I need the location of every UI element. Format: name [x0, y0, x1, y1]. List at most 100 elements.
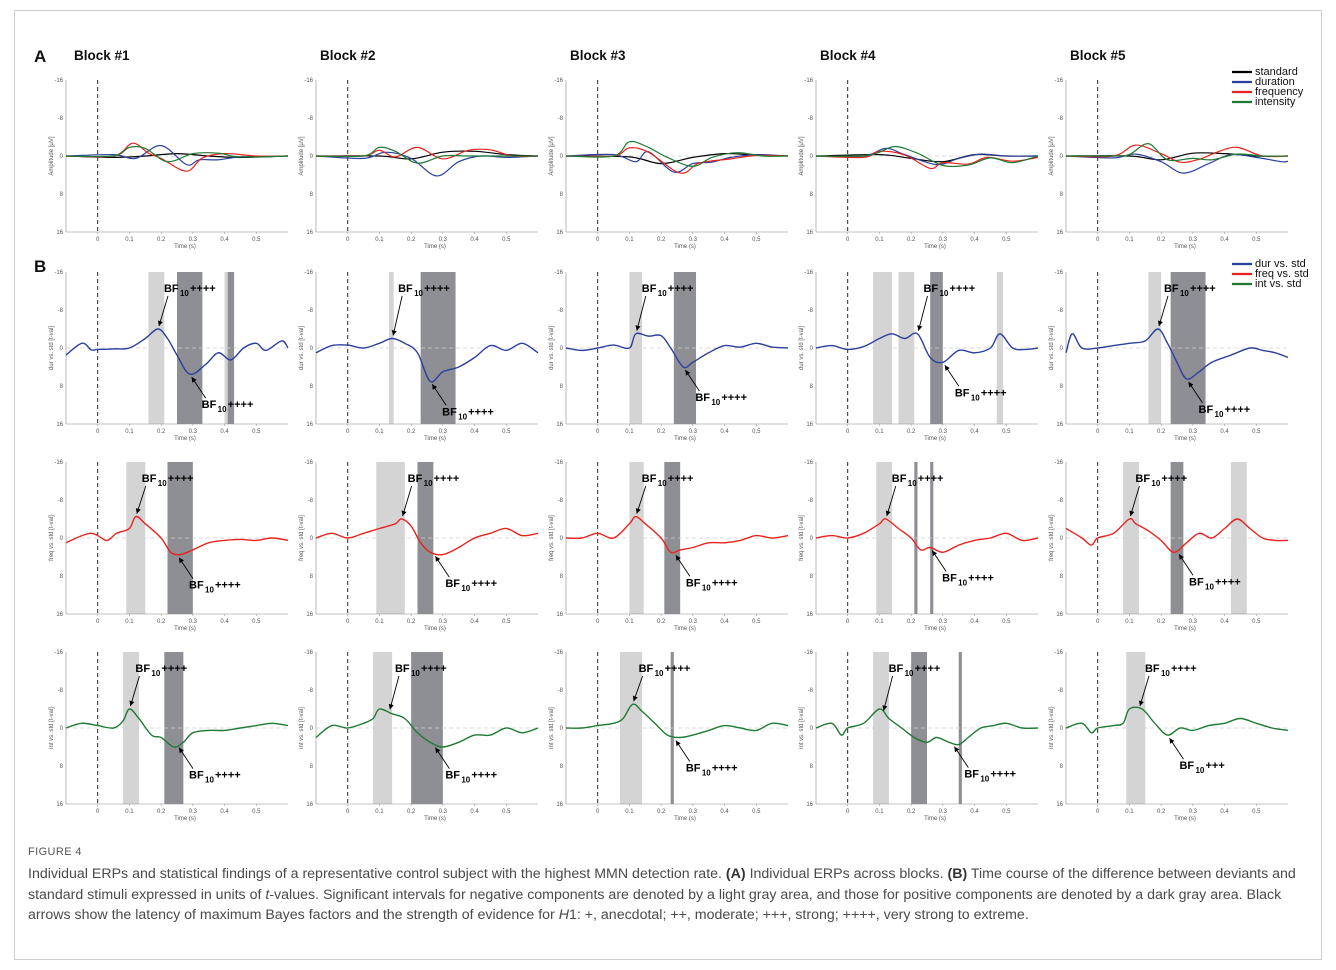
bf-subscript: 10	[908, 479, 917, 488]
series-line-int-vs-std	[65, 708, 289, 748]
bf-subscript: 10	[218, 405, 227, 414]
x-tick-label: 0	[596, 237, 600, 243]
bf-label: BF	[202, 399, 217, 411]
bf-subscript: 10	[711, 398, 720, 407]
series-line-frequency	[565, 147, 789, 174]
y-tick-label: -8	[558, 688, 564, 694]
x-axis-label: Time (s)	[924, 816, 946, 822]
y-tick-label: -16	[804, 78, 813, 84]
x-axis-label: Time (s)	[174, 244, 196, 250]
bf-label: BF	[135, 663, 150, 675]
bf-arrow-head	[1169, 738, 1175, 744]
y-tick-label: -16	[54, 78, 63, 84]
y-tick-label: 8	[60, 574, 64, 580]
x-tick-label: 0.4	[470, 619, 479, 625]
x-tick-label: 0.1	[875, 619, 884, 625]
y-tick-label: -16	[1054, 460, 1063, 466]
light-gray-interval	[1230, 462, 1247, 614]
series-line-frequency	[1065, 144, 1289, 164]
caption-b-text1: Time course of the difference between de…	[28, 866, 1296, 903]
y-tick-label: 0	[810, 346, 814, 352]
legend-label: int vs. std	[1255, 278, 1301, 290]
bf-plus: ++++	[471, 770, 497, 782]
bf-plus: ++++	[168, 473, 194, 485]
bf-subscript: 10	[905, 669, 914, 678]
x-tick-label: 0.4	[470, 429, 479, 435]
bf-label: BF	[189, 770, 204, 782]
bf-label: BF	[955, 387, 970, 399]
y-tick-label: -16	[1054, 78, 1063, 84]
x-tick-label: 0.1	[625, 809, 634, 815]
bf-label: BF	[642, 283, 657, 295]
light-gray-interval	[876, 462, 893, 614]
series-line-int-vs-std	[815, 708, 1039, 746]
bf-arrow-head	[1188, 381, 1194, 388]
x-tick-label: 0	[96, 237, 100, 243]
x-axis-label: Time (s)	[674, 436, 696, 442]
bf-plus: ++++	[1190, 283, 1216, 295]
y-tick-label: 16	[1056, 422, 1063, 428]
bf-label: BF	[398, 283, 413, 295]
dark-gray-interval	[911, 652, 927, 804]
bf-arrow-head	[675, 740, 681, 747]
x-tick-label: 0.1	[125, 619, 134, 625]
x-tick-label: 0.5	[252, 619, 261, 625]
y-tick-label: -16	[804, 650, 813, 656]
y-tick-label: -16	[304, 460, 313, 466]
series-line-intensity	[815, 145, 1039, 168]
x-tick-label: 0.5	[752, 619, 761, 625]
bf-subscript: 10	[658, 479, 667, 488]
caption-a-text: Individual ERPs across blocks.	[745, 866, 948, 882]
x-axis-label: Time (s)	[424, 436, 446, 442]
y-axis-label: dur vs. std [t-val]	[299, 326, 305, 370]
bf-arrow-head	[388, 703, 394, 710]
x-tick-label: 0.5	[1002, 429, 1011, 435]
panel-letter-a: A	[34, 47, 46, 66]
y-tick-label: 0	[310, 346, 314, 352]
bf-arrow-head	[917, 325, 923, 331]
x-tick-label: 0.2	[907, 429, 916, 435]
bf-subscript: 10	[1205, 582, 1214, 591]
x-axis-label: Time (s)	[674, 244, 696, 250]
block-title: Block #1	[74, 48, 130, 63]
x-tick-label: 0	[1096, 237, 1100, 243]
light-gray-interval	[898, 272, 915, 424]
y-tick-label: 16	[1056, 230, 1063, 236]
x-axis-label: Time (s)	[924, 244, 946, 250]
y-axis-label: int vs. std [t-val]	[299, 707, 305, 749]
x-tick-label: 0.5	[1002, 619, 1011, 625]
caption-a-tag: (A)	[725, 866, 746, 882]
x-tick-label: 0.3	[189, 237, 198, 243]
bf-subscript: 10	[939, 289, 948, 298]
bf-arrow-head	[401, 510, 407, 516]
bf-plus: ++++	[161, 663, 187, 675]
x-tick-label: 0.1	[625, 237, 634, 243]
x-tick-label: 0.3	[689, 237, 698, 243]
light-gray-interval	[388, 272, 394, 424]
series-line-dur-vs-std	[565, 332, 789, 369]
x-axis-label: Time (s)	[424, 626, 446, 632]
y-tick-label: -8	[558, 116, 564, 122]
x-tick-label: 0.5	[502, 809, 511, 815]
bf-plus: +++	[1205, 760, 1224, 772]
y-axis-label: dur vs. std [t-val]	[799, 326, 805, 370]
x-tick-label: 0	[96, 429, 100, 435]
y-tick-label: 16	[306, 802, 313, 808]
x-tick-label: 0.4	[970, 619, 979, 625]
y-axis-label: Amplitude [μV]	[1049, 136, 1055, 175]
x-tick-label: 0.3	[1189, 429, 1198, 435]
x-tick-label: 0.4	[1220, 237, 1229, 243]
caption-h1: H	[558, 907, 569, 923]
y-tick-label: 0	[1060, 154, 1064, 160]
x-tick-label: 0.3	[1189, 237, 1198, 243]
x-tick-label: 0	[346, 809, 350, 815]
y-tick-label: -8	[58, 688, 64, 694]
y-tick-label: 0	[810, 536, 814, 542]
y-tick-label: 16	[306, 422, 313, 428]
x-tick-label: 0	[846, 809, 850, 815]
bf-plus: ++++	[424, 283, 450, 295]
x-axis-label: Time (s)	[674, 816, 696, 822]
x-tick-label: 0	[1096, 429, 1100, 435]
bf-subscript: 10	[1215, 410, 1224, 419]
caption-text: Individual ERPs and statistical findings…	[28, 864, 1308, 926]
